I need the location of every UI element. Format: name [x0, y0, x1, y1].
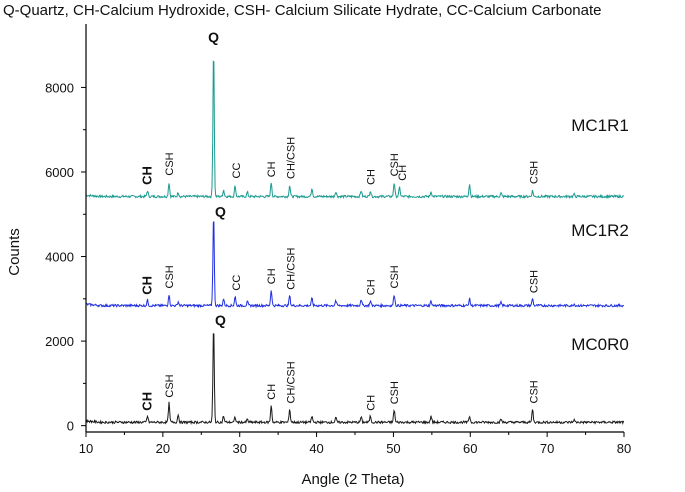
- x-tick-label: 60: [463, 441, 477, 456]
- peak-annotation: CSH: [528, 161, 540, 184]
- y-tick-label: 6000: [45, 165, 74, 180]
- peak-annotation: CH/CSH: [285, 137, 297, 179]
- x-tick-label: 30: [232, 441, 246, 456]
- y-tick-label: 4000: [45, 250, 74, 265]
- series-label-mc1r2: MC1R2: [571, 221, 629, 240]
- x-tick-label: 50: [386, 441, 400, 456]
- x-tick-label: 20: [156, 441, 170, 456]
- peak-annotation: CSH: [528, 380, 540, 403]
- peak-annotation: CC: [231, 163, 243, 179]
- peak-annotation: CSH: [389, 153, 401, 176]
- peak-annotation: CH/CSH: [285, 247, 297, 289]
- peak-annotation: CSH: [528, 270, 540, 293]
- peak-annotation: CH: [365, 395, 377, 411]
- peak-annotation: CH: [140, 166, 155, 185]
- y-tick-label: 2000: [45, 334, 74, 349]
- peak-annotation: CH: [140, 276, 155, 295]
- series-line-mc1r1: [85, 60, 625, 200]
- peak-annotation: CSH: [389, 265, 401, 288]
- peak-annotation: CH: [266, 384, 278, 400]
- peak-annotation: CH: [266, 268, 278, 284]
- peak-annotation: CH: [365, 169, 377, 185]
- peak-annotation: CSH: [164, 374, 176, 397]
- x-tick-label: 40: [309, 441, 323, 456]
- peak-annotation: Q: [208, 29, 219, 45]
- peak-annotation: CC: [231, 275, 243, 291]
- y-tick-label: 0: [67, 419, 74, 434]
- peak-annotation: CH: [266, 161, 278, 177]
- x-tick-label: 10: [79, 441, 93, 456]
- series-line-mc0r0: [85, 333, 625, 425]
- series-line-mc1r2: [85, 221, 625, 309]
- peak-annotation: CH/CSH: [285, 361, 297, 403]
- series-label-mc0r0: MC0R0: [571, 335, 629, 354]
- peak-annotation: CSH: [389, 381, 401, 404]
- x-tick-label: 80: [617, 441, 631, 456]
- y-axis-label: Counts: [6, 228, 23, 276]
- peak-annotation: CH: [397, 165, 409, 181]
- peak-annotation: CSH: [164, 265, 176, 288]
- peak-annotation: CSH: [164, 152, 176, 175]
- x-axis-label: Angle (2 Theta): [301, 471, 404, 488]
- peak-annotation: CH: [365, 279, 377, 295]
- peak-annotation: CH: [140, 392, 155, 411]
- series-label-mc1r1: MC1R1: [571, 116, 629, 135]
- peak-annotation: Q: [215, 203, 226, 219]
- y-tick-label: 8000: [45, 80, 74, 95]
- axis-layer: 10 20 30 40 50 60 70 80 0 2000 4000 6000 8000: [45, 24, 631, 456]
- series-layer: [85, 60, 625, 425]
- peak-annotation: Q: [215, 312, 226, 328]
- chart-legend-text: Q-Quartz, CH-Calcium Hydroxide, CSH- Cal…: [3, 2, 602, 19]
- x-tick-label: 70: [540, 441, 554, 456]
